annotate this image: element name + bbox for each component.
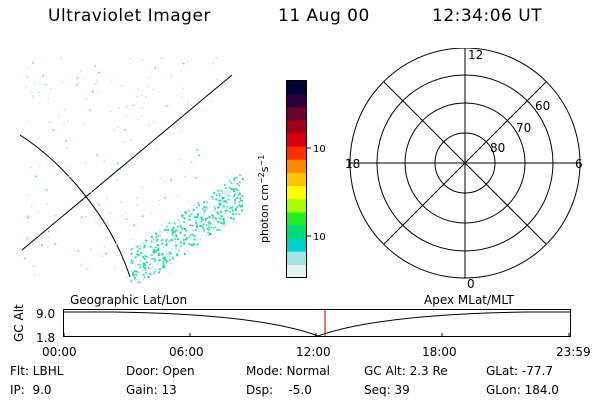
svg-text:photon cm−2s−1: photon cm−2s−1 [257,155,271,243]
colorbar-cell [287,81,306,95]
lat-label-80: 80 [490,141,505,155]
ip-readout: IP: 9.0 [10,383,52,397]
lat-label-60: 60 [535,99,550,113]
x-tick-0000: 00:00 [42,345,77,359]
colorbar-cell [287,172,306,187]
mlt-line-diag2 [383,81,547,245]
colorbar-frame [286,80,307,278]
colorbar-cell [287,225,306,240]
colorbar-cell [287,186,306,200]
colorbar-cell [287,146,306,161]
polar-grid: 12 18 6 0 60 70 80 [345,48,583,291]
colorbar-cell [287,199,306,213]
timeline-frame [63,309,571,337]
mlt-label-18: 18 [345,157,360,171]
gc-alt-readout: GC Alt: 2.3 Re [364,364,448,378]
x-tick-0600: 06:00 [169,345,204,359]
x-tick-1800: 18:00 [422,345,457,359]
glat-readout: GLat: -77.7 [486,364,553,378]
x-tick-2359: 23:59 [556,345,591,359]
colorbar-cell [287,251,306,266]
mlt-label-0: 0 [467,277,475,291]
colorbar-tick-label-10: 10 [313,232,326,243]
meridian-line [21,74,233,251]
date-label: 11 Aug 00 [278,6,370,26]
y-axis-label: GC Alt [12,304,26,342]
filter-readout: Flt: LBHL [10,364,64,378]
colorbar-cell [287,159,306,174]
colorbar-cell [287,238,306,253]
mlt-label-12: 12 [468,48,483,62]
y-tick-top: 9.0 [36,307,55,321]
lat-label-70: 70 [516,121,531,135]
colorbar-tick-label-100: 100 [313,144,326,155]
colorbar-cell [287,107,306,121]
mlt-label-6: 6 [575,157,583,171]
colorbar-cell [287,94,306,108]
colorbar-cell [287,120,306,135]
timeline-right-title: Apex MLat/MLT [424,293,514,307]
y-tick-bottom: 1.8 [36,331,55,345]
door-readout: Door: Open [126,364,195,378]
aurora-emission [24,57,244,284]
gain-readout: Gain: 13 [126,383,177,397]
x-tick-1200: 12:00 [296,345,331,359]
terminator-curve [20,134,131,278]
dsp-readout: Dsp: -5.0 [246,383,312,397]
colorbar-unit-label: photon cm−2s−1 [257,155,271,243]
seq-readout: Seq: 39 [364,383,410,397]
colorbar-cell [287,133,306,148]
timeline-left-title: Geographic Lat/Lon [70,293,187,307]
time-label: 12:34:06 UT [432,6,543,26]
altitude-timeline: Geographic Lat/Lon Apex MLat/MLT 9.0 1.8… [12,293,591,359]
glon-readout: GLon: 184.0 [486,383,559,397]
altitude-curve [64,311,570,337]
instrument-title: Ultraviolet Imager [48,6,211,26]
colorbar-cell [287,212,306,226]
colorbar-cell [287,264,306,279]
colorbar: 100 10 [286,80,326,279]
mode-readout: Mode: Normal [246,364,330,378]
geographic-image-panel [20,57,244,284]
